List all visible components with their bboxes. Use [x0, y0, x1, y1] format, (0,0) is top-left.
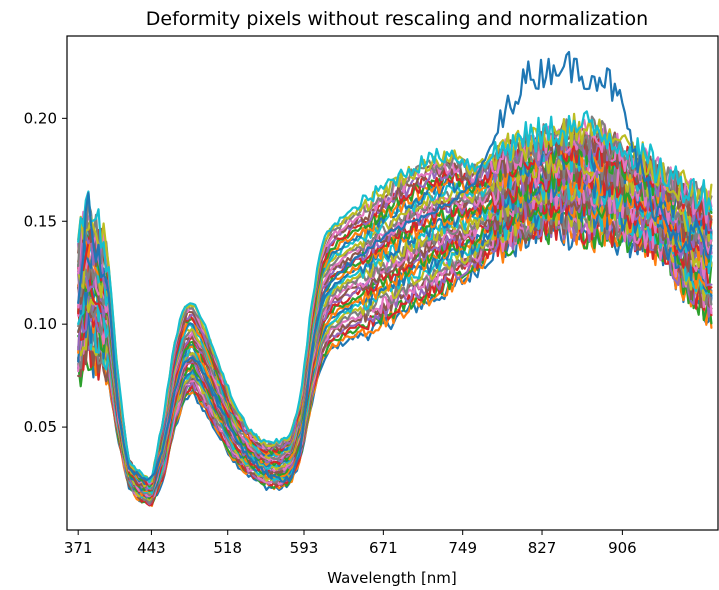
series-line: [77, 165, 713, 495]
x-tick-label: 671: [369, 539, 398, 557]
x-tick-label: 443: [137, 539, 166, 557]
series-line-outlier: [77, 50, 713, 483]
x-tick-label: 593: [290, 539, 319, 557]
x-tick-label: 827: [528, 539, 557, 557]
x-tick-label: 749: [448, 539, 477, 557]
chart-title: Deformity pixels without rescaling and n…: [146, 8, 648, 30]
axis-ticks: 371 443 518 593 671 749 827 906 0.05 0.10 0.15 0.20: [24, 109, 637, 557]
x-tick-label: 371: [64, 539, 93, 557]
y-tick-label: 0.20: [24, 109, 57, 127]
y-tick-label: 0.05: [24, 418, 57, 436]
series-layer: [77, 50, 713, 507]
series-line: [77, 120, 713, 485]
y-tick-label: 0.10: [24, 315, 57, 333]
plot-frame: [66, 35, 719, 531]
y-tick-label: 0.15: [24, 212, 57, 230]
x-tick-label: 906: [608, 539, 637, 557]
x-axis-label: Wavelength [nm]: [327, 569, 457, 587]
series-line: [77, 110, 713, 484]
x-tick-label: 518: [213, 539, 242, 557]
